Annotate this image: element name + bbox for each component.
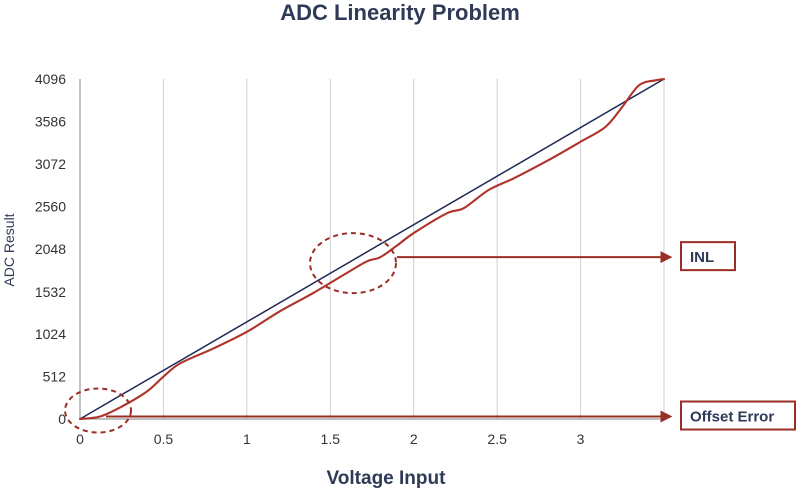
x-tick-label: 2 xyxy=(410,431,418,447)
inl-highlight-ellipse xyxy=(308,232,397,295)
y-tick-label: 3072 xyxy=(35,156,66,172)
y-tick-label: 512 xyxy=(43,369,67,385)
x-tick-label: 1.5 xyxy=(321,431,341,447)
y-tick-label: 2560 xyxy=(35,199,66,215)
y-tick-label: 1024 xyxy=(35,326,66,342)
series-layer xyxy=(78,77,666,421)
inl-label: INL xyxy=(690,249,714,266)
y-axis-label: ADC Result xyxy=(1,213,17,286)
x-tick-label: 0.5 xyxy=(154,431,174,447)
inl-label-box xyxy=(680,241,736,272)
offset-error-label-box xyxy=(680,400,796,431)
actual-adc-series-line xyxy=(78,77,666,421)
y-tick-label: 0 xyxy=(58,411,66,427)
y-tick-label: 2048 xyxy=(35,241,66,257)
ideal-adc-series-line xyxy=(79,78,665,420)
y-tick-label: 4096 xyxy=(35,71,66,87)
x-tick-label: 2.5 xyxy=(487,431,507,447)
x-tick-label: 1 xyxy=(243,431,251,447)
axis-layer xyxy=(79,79,664,420)
x-tick-label: 0 xyxy=(76,431,84,447)
offset-error-highlight-ellipse xyxy=(64,387,133,434)
grid-layer xyxy=(79,79,665,419)
chart-title: ADC Linearity Problem xyxy=(280,0,520,25)
offset-error-label: Offset Error xyxy=(690,409,774,426)
x-tick-label: 3 xyxy=(577,431,585,447)
y-tick-label: 3586 xyxy=(35,113,66,129)
tick-layer: 0 0.5 1 1.5 2 2.5 3 0 512 1024 1532 2048 2560 3072 358… xyxy=(35,71,585,447)
annotation-layer: INL Offset Error xyxy=(64,232,796,434)
x-axis-label: Voltage Input xyxy=(327,468,447,489)
y-tick-label: 1532 xyxy=(35,284,66,300)
